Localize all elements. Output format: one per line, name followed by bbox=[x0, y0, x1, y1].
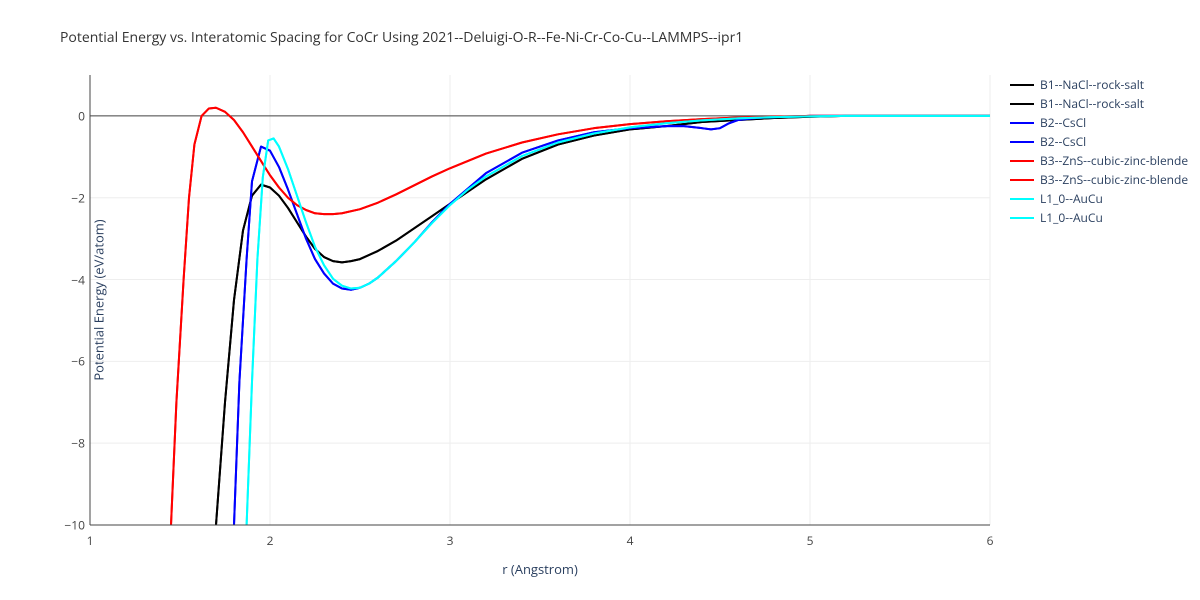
plot-area[interactable] bbox=[90, 75, 990, 525]
legend-item[interactable]: B1--NaCl--rock-salt bbox=[1010, 94, 1188, 113]
legend-swatch bbox=[1010, 198, 1034, 200]
legend-label: B2--CsCl bbox=[1040, 133, 1086, 150]
x-tick: 6 bbox=[987, 532, 994, 549]
y-tick: −2 bbox=[25, 189, 85, 206]
series-line bbox=[234, 116, 990, 525]
chart-title: Potential Energy vs. Interatomic Spacing… bbox=[60, 28, 743, 47]
series-line bbox=[216, 116, 990, 525]
legend[interactable]: B1--NaCl--rock-salt B1--NaCl--rock-salt B2… bbox=[1010, 75, 1188, 227]
y-tick: 0 bbox=[25, 107, 85, 124]
legend-swatch bbox=[1010, 84, 1034, 86]
series-line bbox=[216, 116, 990, 525]
legend-label: L1_0--AuCu bbox=[1040, 209, 1103, 226]
legend-label: B2--CsCl bbox=[1040, 114, 1086, 131]
legend-label: L1_0--AuCu bbox=[1040, 190, 1103, 207]
data-lines bbox=[171, 108, 990, 525]
legend-swatch bbox=[1010, 122, 1034, 124]
x-tick: 2 bbox=[267, 532, 274, 549]
legend-swatch bbox=[1010, 179, 1034, 181]
legend-item[interactable]: B1--NaCl--rock-salt bbox=[1010, 75, 1188, 94]
series-line bbox=[171, 108, 990, 525]
legend-swatch bbox=[1010, 103, 1034, 105]
y-tick: −10 bbox=[25, 517, 85, 534]
series-line bbox=[247, 116, 990, 525]
y-tick: −4 bbox=[25, 271, 85, 288]
grid bbox=[90, 75, 990, 525]
x-tick: 4 bbox=[627, 532, 634, 549]
legend-item[interactable]: B3--ZnS--cubic-zinc-blende bbox=[1010, 170, 1188, 189]
x-tick: 1 bbox=[87, 532, 94, 549]
legend-swatch bbox=[1010, 160, 1034, 162]
legend-item[interactable]: B2--CsCl bbox=[1010, 132, 1188, 151]
legend-item[interactable]: L1_0--AuCu bbox=[1010, 208, 1188, 227]
legend-swatch bbox=[1010, 141, 1034, 143]
series-line bbox=[171, 108, 990, 525]
x-tick: 5 bbox=[807, 532, 814, 549]
series-line bbox=[247, 116, 990, 525]
x-tick: 3 bbox=[447, 532, 454, 549]
legend-label: B3--ZnS--cubic-zinc-blende bbox=[1040, 152, 1188, 169]
x-axis-label: r (Angstrom) bbox=[502, 560, 578, 578]
legend-item[interactable]: B3--ZnS--cubic-zinc-blende bbox=[1010, 151, 1188, 170]
y-tick: −6 bbox=[25, 353, 85, 370]
legend-label: B1--NaCl--rock-salt bbox=[1040, 76, 1144, 93]
y-tick: −8 bbox=[25, 435, 85, 452]
series-line bbox=[234, 116, 990, 525]
legend-label: B1--NaCl--rock-salt bbox=[1040, 95, 1144, 112]
legend-item[interactable]: B2--CsCl bbox=[1010, 113, 1188, 132]
legend-label: B3--ZnS--cubic-zinc-blende bbox=[1040, 171, 1188, 188]
axis-lines bbox=[90, 75, 990, 525]
legend-item[interactable]: L1_0--AuCu bbox=[1010, 189, 1188, 208]
legend-swatch bbox=[1010, 217, 1034, 219]
